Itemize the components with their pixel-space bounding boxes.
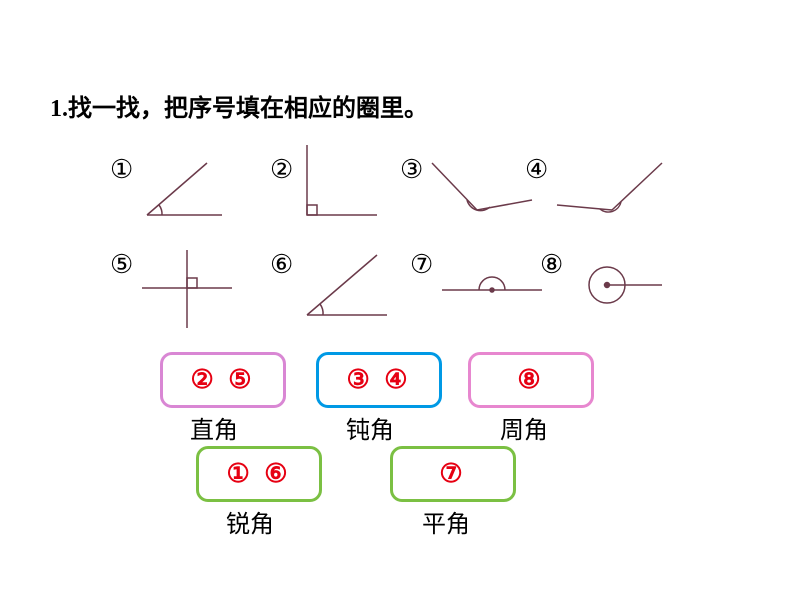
angle-7: ⑦ (410, 250, 547, 310)
angle-8: ⑧ (540, 250, 667, 310)
obtuse-angle-icon (427, 155, 537, 225)
answer-label-4: 平角 (422, 504, 470, 539)
obtuse2-angle-icon (552, 155, 672, 225)
acute-angle-icon (137, 155, 237, 225)
answer-content-3: ① ⑥ (226, 459, 291, 489)
angle-8-num: ⑧ (540, 250, 563, 280)
answer-box-3: ① ⑥ (196, 446, 322, 502)
answer-box-4: ⑦ (390, 446, 516, 502)
answer-label-0: 直角 (190, 410, 238, 445)
title-prefix: 1. (50, 96, 68, 122)
answer-label-2: 周角 (500, 410, 548, 445)
answer-box-0: ② ⑤ (160, 352, 286, 408)
angle-3: ③ (400, 155, 537, 225)
angle-2: ② (270, 145, 387, 225)
angle-5-num: ⑤ (110, 250, 133, 280)
angle-2-num: ② (270, 155, 293, 185)
angle-6-num: ⑥ (270, 250, 293, 280)
angle-1-num: ① (110, 155, 133, 185)
angle-1: ① (110, 155, 237, 225)
right-angle-icon (297, 145, 387, 225)
question-title: 1.找一找，把序号填在相应的圈里。 (50, 88, 428, 123)
angle-6: ⑥ (270, 250, 397, 325)
answer-content-2: ⑧ (517, 365, 544, 395)
answer-label-1: 钝角 (346, 410, 394, 445)
straight-angle-icon (437, 250, 547, 310)
angle-5: ⑤ (110, 250, 237, 330)
answer-box-2: ⑧ (468, 352, 594, 408)
answer-content-4: ⑦ (439, 459, 466, 489)
answer-content-0: ② ⑤ (190, 365, 255, 395)
angle-4: ④ (525, 155, 672, 225)
angle-4-num: ④ (525, 155, 548, 185)
acute2-angle-icon (297, 250, 397, 325)
answer-label-3: 锐角 (226, 504, 274, 539)
angle-7-num: ⑦ (410, 250, 433, 280)
full-angle-icon (567, 250, 667, 310)
answer-box-1: ③ ④ (316, 352, 442, 408)
answer-content-1: ③ ④ (346, 365, 411, 395)
angle-3-num: ③ (400, 155, 423, 185)
right-cross-icon (137, 250, 237, 330)
title-text: 找一找，把序号填在相应的圈里。 (68, 96, 428, 122)
